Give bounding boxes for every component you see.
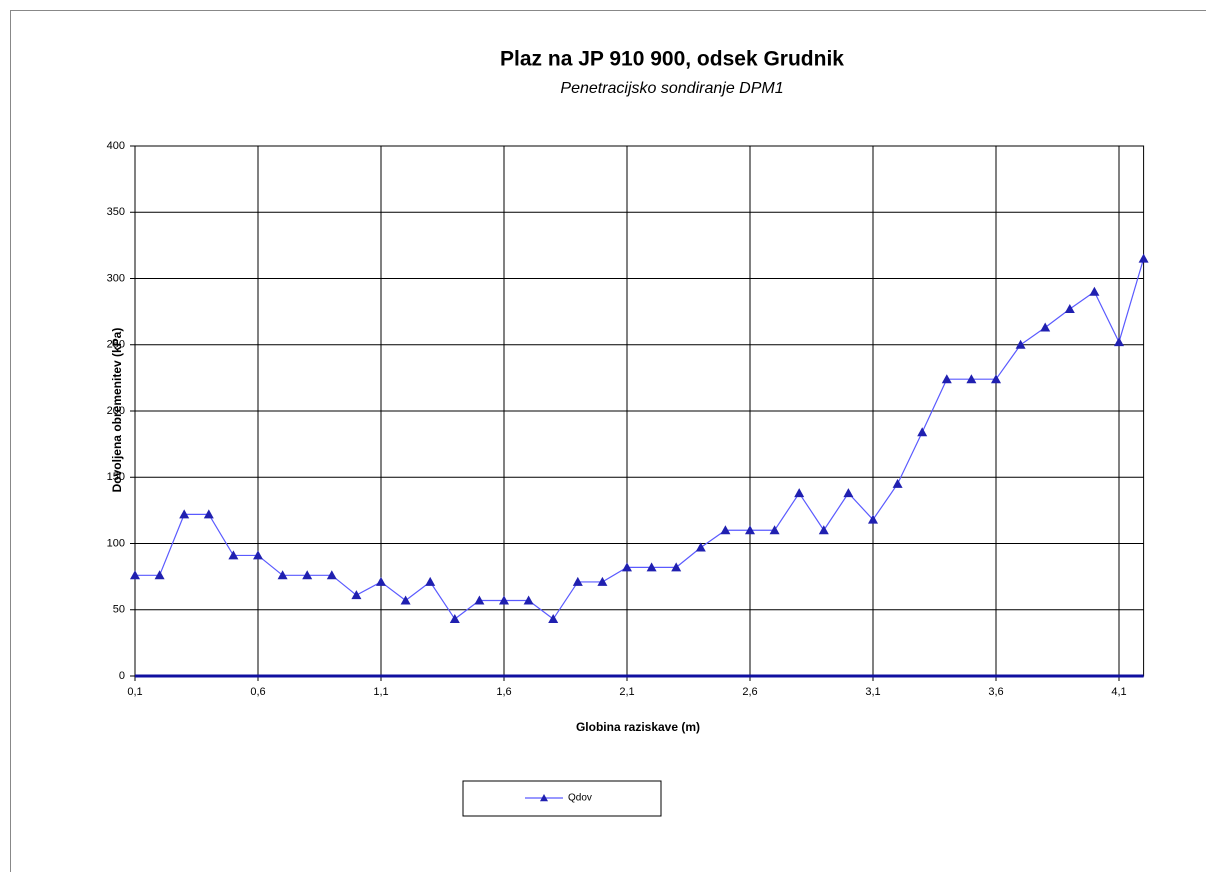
y-tick-label: 300 <box>107 272 125 284</box>
legend-marker <box>540 794 548 802</box>
x-tick-label: 4,1 <box>1111 686 1126 698</box>
data-point <box>228 550 239 560</box>
y-tick-label: 400 <box>107 140 125 152</box>
y-axis-label: Dovoljena obremenitev (kPa) <box>110 328 124 493</box>
y-tick-label: 50 <box>113 604 125 616</box>
legend-label: Qdov <box>568 793 592 804</box>
data-point <box>302 570 313 580</box>
data-point <box>130 570 140 580</box>
y-tick-label: 350 <box>107 206 125 218</box>
frame <box>10 10 1206 872</box>
data-point <box>376 576 386 586</box>
data-point <box>695 542 706 552</box>
series-line <box>135 258 1145 620</box>
data-point <box>597 576 608 586</box>
x-tick-label: 3,6 <box>988 686 1003 698</box>
x-tick-label: 0,6 <box>250 686 265 698</box>
data-point <box>1138 253 1149 263</box>
data-point <box>351 590 362 600</box>
data-point <box>548 614 559 624</box>
data-point <box>253 550 263 560</box>
data-point <box>1089 286 1100 296</box>
data-point <box>671 562 682 572</box>
data-point <box>720 525 731 535</box>
x-tick-label: 2,6 <box>742 686 757 698</box>
data-point <box>277 570 288 580</box>
y-tick-label: 200 <box>107 405 125 417</box>
chart-subtitle: Penetracijsko sondiranje DPM1 <box>560 80 783 97</box>
data-point <box>449 614 460 624</box>
data-point <box>179 509 190 519</box>
data-point <box>1114 337 1124 347</box>
data-point <box>499 595 509 605</box>
x-axis-label: Globina raziskave (m) <box>576 720 700 734</box>
data-point <box>843 488 854 498</box>
data-point <box>622 562 632 572</box>
data-point <box>203 509 214 519</box>
data-point <box>1015 339 1026 349</box>
data-point <box>818 525 829 535</box>
chart-title: Plaz na JP 910 900, odsek Grudnik <box>500 48 844 71</box>
data-point <box>794 488 805 498</box>
x-tick-label: 1,6 <box>496 686 511 698</box>
y-tick-label: 150 <box>107 471 125 483</box>
data-point <box>646 562 657 572</box>
x-tick-label: 2,1 <box>619 686 634 698</box>
x-tick-label: 3,1 <box>865 686 880 698</box>
data-point <box>474 595 485 605</box>
y-tick-label: 0 <box>119 670 125 682</box>
data-point <box>1040 322 1051 332</box>
y-tick-label: 250 <box>107 339 125 351</box>
data-point <box>745 525 755 535</box>
y-tick-label: 100 <box>107 537 125 549</box>
data-point <box>425 576 436 586</box>
data-point <box>941 374 952 384</box>
data-point <box>572 576 583 586</box>
data-point <box>868 514 878 524</box>
x-tick-label: 0,1 <box>127 686 142 698</box>
data-point <box>523 595 534 605</box>
data-point <box>991 374 1001 384</box>
data-point <box>769 525 780 535</box>
data-point <box>400 595 411 605</box>
data-point <box>1064 303 1075 313</box>
data-point <box>892 478 903 488</box>
data-point <box>326 570 337 580</box>
x-tick-label: 1,1 <box>373 686 388 698</box>
data-point <box>966 374 977 384</box>
data-point <box>154 570 165 580</box>
data-point <box>917 427 928 437</box>
